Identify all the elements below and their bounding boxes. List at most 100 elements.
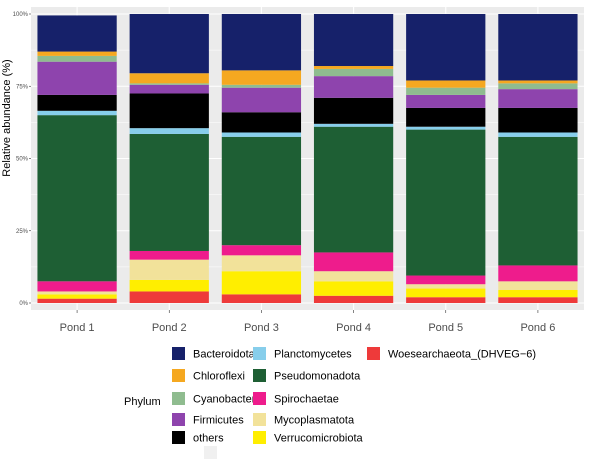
bar-segment <box>129 84 209 94</box>
bar-segment <box>498 14 578 81</box>
bar-segment <box>129 14 209 74</box>
legend-label: Planctomycetes <box>274 349 352 361</box>
bar-segment <box>37 291 117 295</box>
bar-segment <box>37 15 117 52</box>
bar-segment <box>406 14 486 81</box>
bar-segment <box>498 281 578 290</box>
bars-group <box>37 14 578 303</box>
y-tick-label: 0% <box>19 301 28 307</box>
legend-label: Chloroflexi <box>193 371 245 383</box>
bar-segment <box>221 255 302 272</box>
bar-segment <box>498 107 578 133</box>
legend-bottom-patch <box>204 446 217 459</box>
legend-swatch <box>367 347 380 360</box>
x-tick-label: Pond 1 <box>60 322 95 334</box>
legend-label: Verrucomicrobiota <box>274 433 364 445</box>
bar-segment <box>313 123 394 127</box>
bar-segment <box>37 294 117 299</box>
y-tick-label: 75% <box>16 84 29 90</box>
bar-segment <box>129 133 209 251</box>
bar-segment <box>498 83 578 90</box>
legend-label: Firmicutes <box>193 415 244 427</box>
bar-segment <box>129 250 209 260</box>
bar-segment <box>313 68 394 77</box>
bar-segment <box>498 265 578 282</box>
bar-segment <box>37 61 117 95</box>
legend-label: others <box>193 433 224 445</box>
bar-segment <box>37 55 117 62</box>
legend-label: Bacteroidota <box>193 349 256 361</box>
bar-segment <box>221 87 302 113</box>
legend-label: Spirochaetae <box>274 394 339 406</box>
legend-swatch <box>253 413 266 426</box>
bar-segment <box>221 271 302 295</box>
bar-segment <box>37 281 117 292</box>
bar-segment <box>313 76 394 98</box>
bar-segment <box>221 14 302 71</box>
bar-segment <box>221 70 302 85</box>
bar-segment <box>37 94 117 111</box>
legend-label: Woesearchaeota_(DHVEG−6) <box>388 349 536 361</box>
legend-swatch <box>253 431 266 444</box>
x-axis: Pond 1 Pond 2 Pond 3 Pond 4 Pond 5 Pond 6 <box>60 310 555 334</box>
bar-segment <box>406 80 486 88</box>
bar-segment <box>129 73 209 84</box>
x-tick-label: Pond 4 <box>336 322 371 334</box>
legend-title: Phylum <box>124 396 161 408</box>
bar-segment <box>129 93 209 129</box>
bar-segment <box>498 80 578 84</box>
legend-swatch <box>172 369 185 382</box>
bar-segment <box>313 14 394 67</box>
bar-segment <box>406 297 486 303</box>
bar-segment <box>221 245 302 256</box>
legend-swatch <box>253 392 266 405</box>
bar-segment <box>129 291 209 303</box>
bar-segment <box>313 252 394 272</box>
bar-segment <box>498 132 578 137</box>
legend-swatch <box>253 369 266 382</box>
bar-segment <box>221 84 302 88</box>
bar-segment <box>313 126 394 253</box>
bar-segment <box>406 107 486 127</box>
bar-segment <box>313 66 394 69</box>
bar-segment <box>221 132 302 137</box>
legend-label: Pseudomonadota <box>274 371 361 383</box>
y-axis-label: Relative abundance (%) <box>1 59 13 176</box>
legend-swatch <box>172 431 185 444</box>
bar-segment <box>406 288 486 298</box>
bar-segment <box>406 275 486 285</box>
bar-segment <box>129 279 209 292</box>
legend-label: Cyanobacteria <box>193 394 265 406</box>
bar-segment <box>406 87 486 95</box>
bar-segment <box>129 83 209 85</box>
legend-swatch <box>172 392 185 405</box>
bar-segment <box>37 110 117 116</box>
bar-segment <box>37 115 117 282</box>
legend-swatch <box>253 347 266 360</box>
bar-segment <box>498 297 578 303</box>
legend-swatch <box>172 413 185 426</box>
bar-segment <box>313 97 394 124</box>
bar-segment <box>313 271 394 282</box>
bar-segment <box>406 126 486 130</box>
x-tick-label: Pond 3 <box>244 322 279 334</box>
legend-label: Mycoplasmatota <box>274 415 355 427</box>
bar-segment <box>37 298 117 303</box>
legend-swatch <box>172 347 185 360</box>
legend: Phylum Bacteroidota Planctomycetes Woesear… <box>124 347 536 445</box>
x-tick-label: Pond 5 <box>428 322 463 334</box>
bar-segment <box>406 284 486 289</box>
y-tick-label: 25% <box>16 229 29 235</box>
y-tick-label: 100% <box>13 12 29 18</box>
bar-segment <box>129 128 209 134</box>
bar-segment <box>313 281 394 296</box>
bar-segment <box>221 294 302 303</box>
y-axis: 0% 25% 50% 75% 100% <box>13 12 31 307</box>
bar-segment <box>129 259 209 280</box>
x-tick-label: Pond 6 <box>520 322 555 334</box>
bar-segment <box>498 289 578 298</box>
bar-segment <box>313 295 394 303</box>
bar-segment <box>221 136 302 246</box>
